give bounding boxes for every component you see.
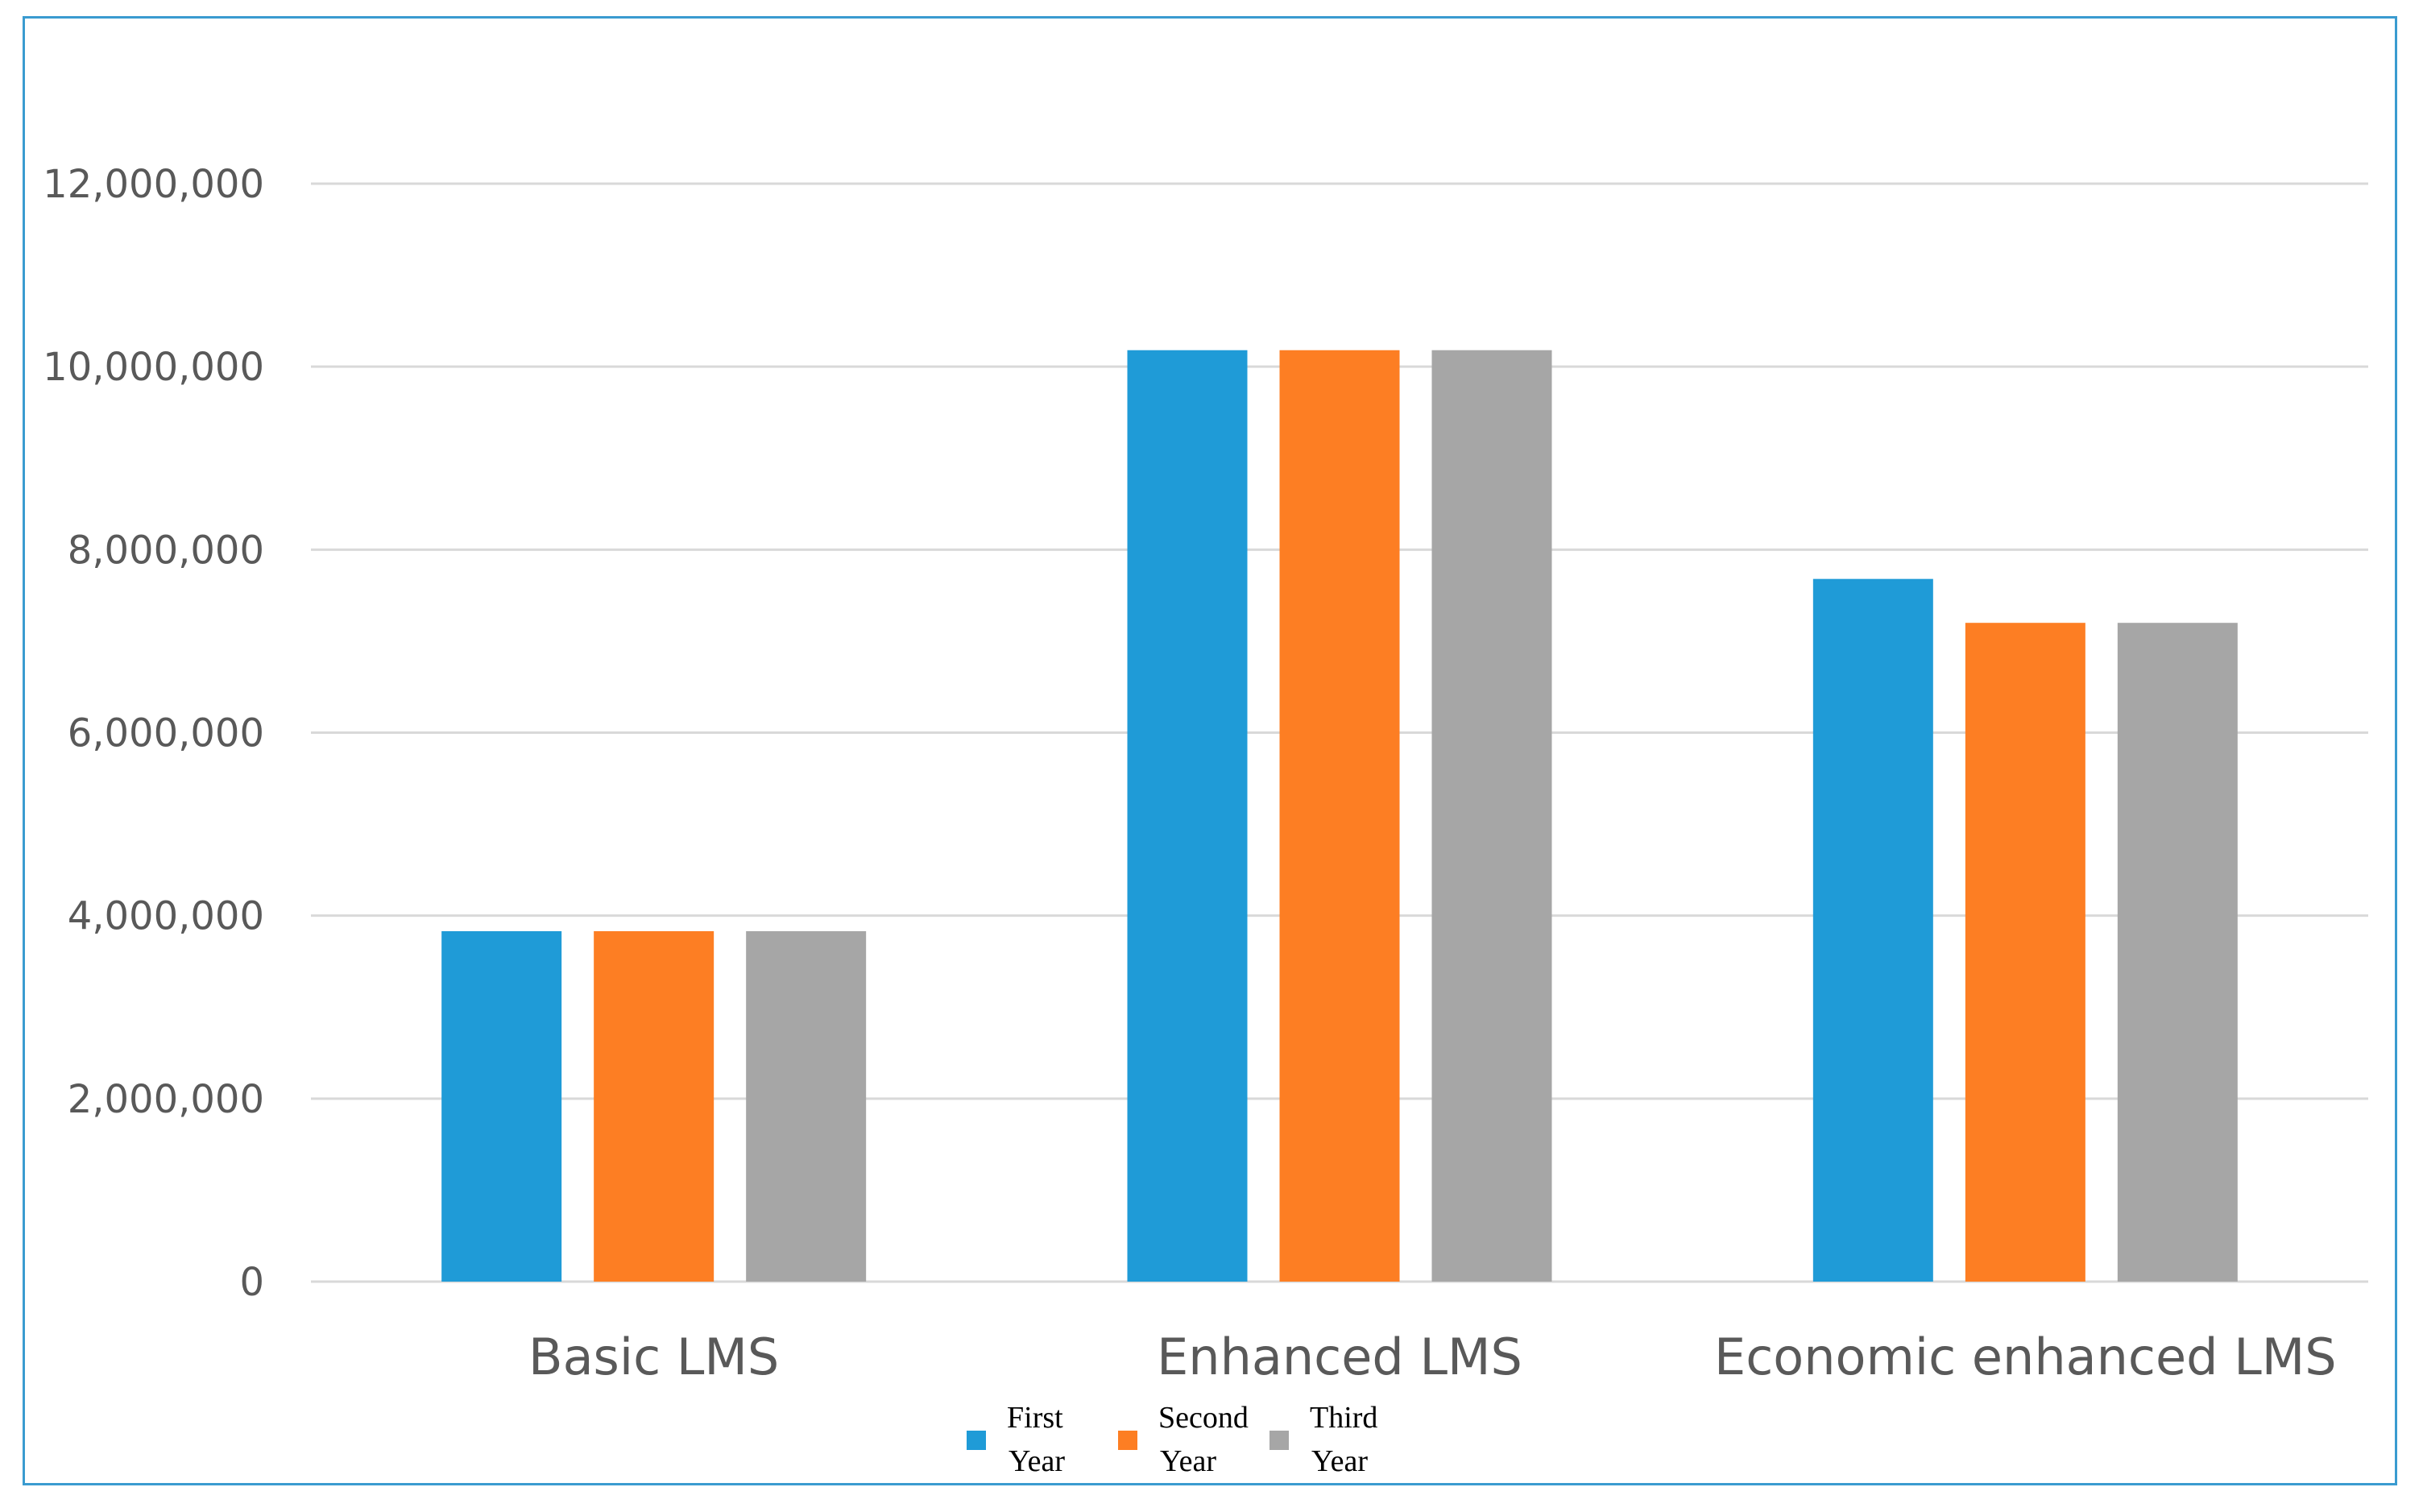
bar-second-year-enhanced-lms [1279, 350, 1400, 1282]
legend-item-second-year: Second Year [1118, 1401, 1249, 1478]
bar-first-year-economic-enhanced-lms [1812, 578, 1933, 1282]
y-tick-label: 8,000,000 [68, 528, 264, 573]
bar-third-year-economic-enhanced-lms [2117, 623, 2238, 1282]
legend-label-line1: Second [1158, 1401, 1249, 1435]
legend-label-line2: Year [1160, 1444, 1216, 1478]
legend-swatch [1118, 1431, 1137, 1450]
x-category-label: Economic enhanced LMS [1714, 1328, 2337, 1386]
bar-third-year-basic-lms [746, 930, 867, 1282]
bar-third-year-enhanced-lms [1431, 350, 1552, 1282]
y-tick-label: 4,000,000 [68, 894, 264, 939]
bar-second-year-basic-lms [594, 930, 714, 1282]
bar-first-year-basic-lms [441, 930, 562, 1282]
x-category-label: Basic LMS [528, 1328, 779, 1386]
x-category-label: Enhanced LMS [1157, 1328, 1522, 1386]
legend-item-third-year: Third Year [1269, 1401, 1377, 1478]
legend-label-line2: Year [1311, 1444, 1368, 1478]
y-tick-label: 12,000,000 [43, 162, 264, 207]
legend-label-line2: Year [1009, 1444, 1065, 1478]
y-tick-label: 10,000,000 [43, 345, 264, 390]
bars [441, 350, 2238, 1282]
bar-first-year-enhanced-lms [1127, 350, 1248, 1282]
legend-swatch [967, 1431, 986, 1450]
y-tick-label: 6,000,000 [68, 711, 264, 756]
legend: First Year Second Year Third Year [967, 1401, 1377, 1478]
legend-label-line1: Third [1310, 1401, 1377, 1435]
chart-frame [23, 16, 2397, 1485]
x-axis-category-labels: Basic LMS Enhanced LMS Economic enhanced L… [528, 1328, 2337, 1386]
y-tick-label: 0 [239, 1260, 264, 1305]
legend-swatch [1269, 1431, 1289, 1450]
legend-label-line1: First [1007, 1401, 1063, 1435]
legend-item-first-year: First Year [967, 1401, 1065, 1478]
bar-second-year-economic-enhanced-lms [1965, 623, 2085, 1282]
y-axis-tick-labels: 0 2,000,000 4,000,000 6,000,000 8,000,000 10,… [43, 162, 264, 1305]
y-tick-label: 2,000,000 [68, 1077, 264, 1122]
